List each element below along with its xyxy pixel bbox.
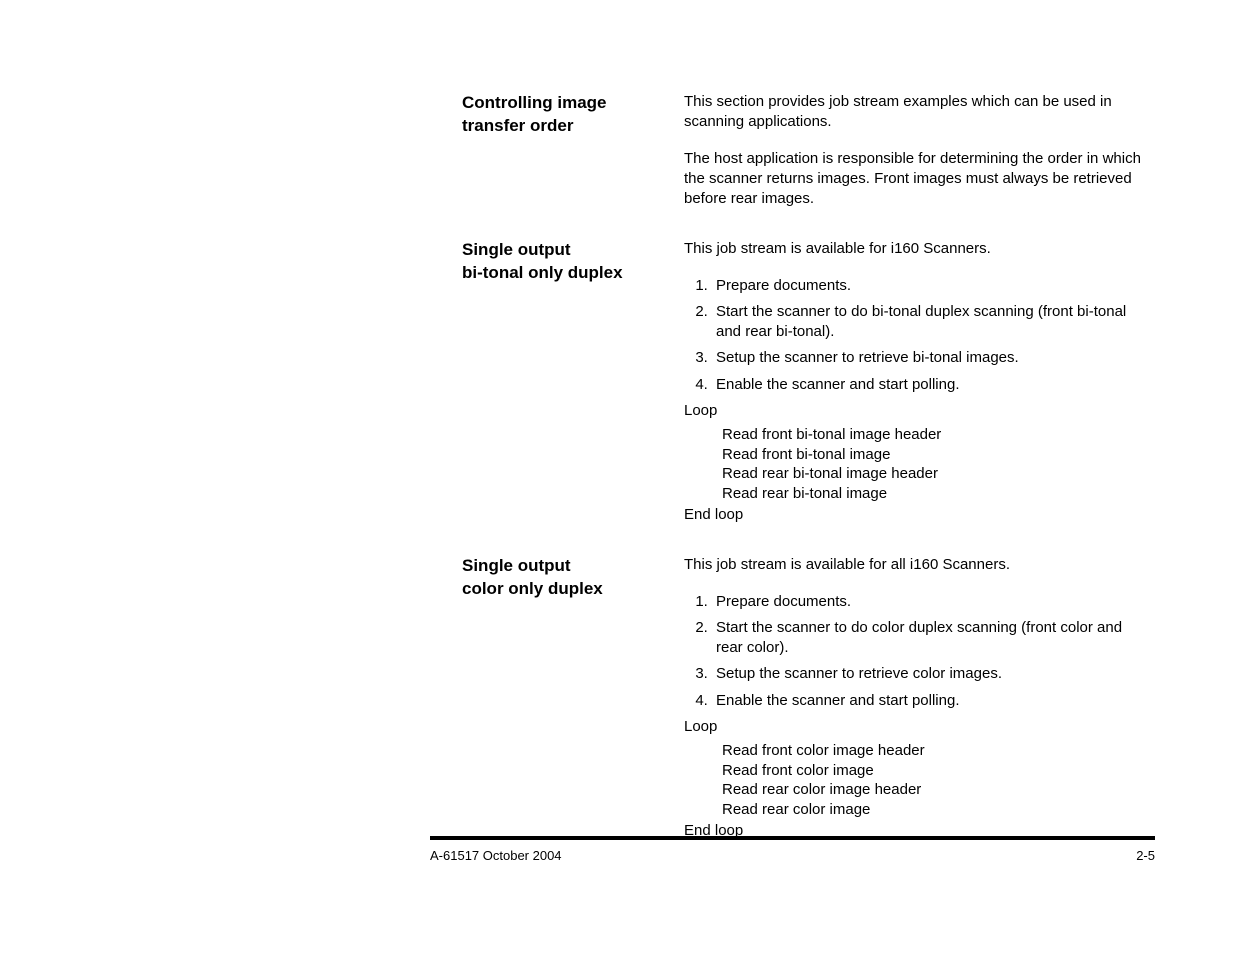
body-color: This job stream is available for all i16… <box>684 555 1150 841</box>
loop-line: Read front bi-tonal image <box>722 445 1150 465</box>
loop-body: Read front color image header Read front… <box>684 741 1150 819</box>
heading-bitonal: Single output bi-tonal only duplex <box>462 239 684 285</box>
loop-line: Read front color image <box>722 761 1150 781</box>
paragraph: The host application is responsible for … <box>684 149 1150 210</box>
footer-left: A-61517 October 2004 <box>430 848 562 863</box>
step-item: Setup the scanner to retrieve color imag… <box>712 664 1150 684</box>
loop-start: Loop <box>684 401 1150 421</box>
step-item: Start the scanner to do bi-tonal duplex … <box>712 302 1150 343</box>
step-item: Prepare documents. <box>712 592 1150 612</box>
body-bitonal: This job stream is available for i160 Sc… <box>684 239 1150 525</box>
loop-end: End loop <box>684 505 1150 525</box>
step-item: Setup the scanner to retrieve bi-tonal i… <box>712 348 1150 368</box>
loop-line: Read rear bi-tonal image header <box>722 464 1150 484</box>
heading-controlling: Controlling image transfer order <box>462 92 684 138</box>
heading-line: Single output <box>462 555 684 578</box>
section-controlling: Controlling image transfer order This se… <box>462 92 1150 209</box>
heading-line: color only duplex <box>462 578 684 601</box>
heading-line: Controlling image <box>462 92 684 115</box>
loop-line: Read rear color image header <box>722 780 1150 800</box>
steps-list: Prepare documents. Start the scanner to … <box>684 276 1150 395</box>
loop-line: Read rear bi-tonal image <box>722 484 1150 504</box>
step-item: Enable the scanner and start polling. <box>712 691 1150 711</box>
section-color: Single output color only duplex This job… <box>462 555 1150 841</box>
step-item: Start the scanner to do color duplex sca… <box>712 618 1150 659</box>
paragraph: This job stream is available for all i16… <box>684 555 1150 575</box>
loop-body: Read front bi-tonal image header Read fr… <box>684 425 1150 503</box>
loop-line: Read rear color image <box>722 800 1150 820</box>
footer-right: 2-5 <box>1136 848 1155 863</box>
heading-color: Single output color only duplex <box>462 555 684 601</box>
body-controlling: This section provides job stream example… <box>684 92 1150 209</box>
steps-list: Prepare documents. Start the scanner to … <box>684 592 1150 711</box>
loop-line: Read front color image header <box>722 741 1150 761</box>
heading-line: Single output <box>462 239 684 262</box>
paragraph: This job stream is available for i160 Sc… <box>684 239 1150 259</box>
loop-start: Loop <box>684 717 1150 737</box>
page-content: Controlling image transfer order This se… <box>462 92 1150 841</box>
heading-line: bi-tonal only duplex <box>462 262 684 285</box>
section-bitonal: Single output bi-tonal only duplex This … <box>462 239 1150 525</box>
step-item: Prepare documents. <box>712 276 1150 296</box>
paragraph: This section provides job stream example… <box>684 92 1150 133</box>
heading-line: transfer order <box>462 115 684 138</box>
footer-rule <box>430 836 1155 840</box>
page-footer: A-61517 October 2004 2-5 <box>430 848 1155 863</box>
step-item: Enable the scanner and start polling. <box>712 375 1150 395</box>
loop-line: Read front bi-tonal image header <box>722 425 1150 445</box>
